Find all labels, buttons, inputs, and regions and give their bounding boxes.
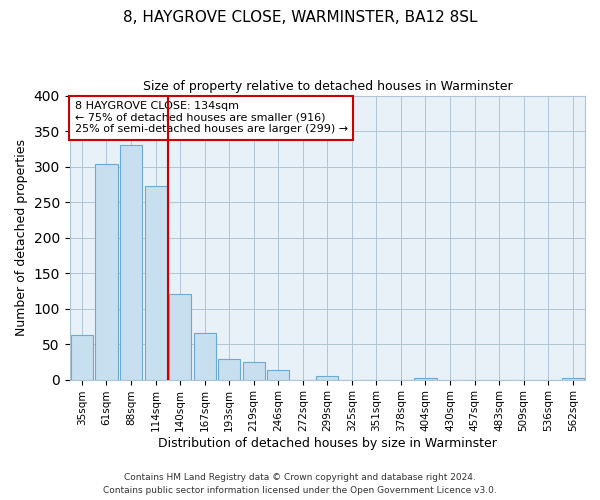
Bar [194,334,215,380]
Bar [242,362,265,380]
Bar [415,378,437,380]
Bar [267,370,289,380]
Text: Contains HM Land Registry data © Crown copyright and database right 2024.
Contai: Contains HM Land Registry data © Crown c… [103,474,497,495]
Bar [145,186,167,380]
X-axis label: Distribution of detached houses by size in Warminster: Distribution of detached houses by size … [158,437,497,450]
Bar [95,164,118,380]
Bar [316,376,338,380]
Bar [120,146,142,380]
Bar [218,359,240,380]
Bar [562,378,584,380]
Bar [71,335,93,380]
Text: 8, HAYGROVE CLOSE, WARMINSTER, BA12 8SL: 8, HAYGROVE CLOSE, WARMINSTER, BA12 8SL [123,10,477,25]
Y-axis label: Number of detached properties: Number of detached properties [15,139,28,336]
Title: Size of property relative to detached houses in Warminster: Size of property relative to detached ho… [143,80,512,93]
Bar [169,294,191,380]
Text: 8 HAYGROVE CLOSE: 134sqm
← 75% of detached houses are smaller (916)
25% of semi-: 8 HAYGROVE CLOSE: 134sqm ← 75% of detach… [75,101,348,134]
